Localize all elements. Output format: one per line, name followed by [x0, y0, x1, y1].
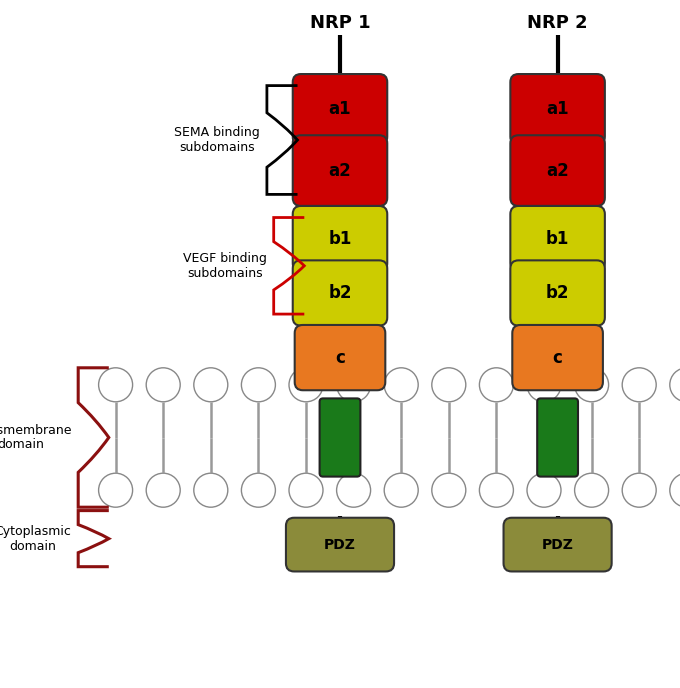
Circle shape	[622, 473, 656, 507]
Circle shape	[670, 368, 680, 402]
FancyBboxPatch shape	[294, 325, 386, 390]
Text: b1: b1	[328, 230, 352, 248]
Circle shape	[194, 368, 228, 402]
Circle shape	[289, 368, 323, 402]
Circle shape	[432, 473, 466, 507]
FancyBboxPatch shape	[292, 136, 388, 206]
Circle shape	[384, 473, 418, 507]
Text: SEMA binding
subdomains: SEMA binding subdomains	[174, 126, 260, 154]
Circle shape	[241, 473, 275, 507]
Circle shape	[146, 368, 180, 402]
Circle shape	[194, 473, 228, 507]
Text: Transmembrane
domain: Transmembrane domain	[0, 424, 71, 451]
Text: Cytoplasmic
domain: Cytoplasmic domain	[0, 525, 71, 552]
Circle shape	[527, 368, 561, 402]
Text: NRP 1: NRP 1	[309, 14, 371, 32]
Circle shape	[337, 473, 371, 507]
Circle shape	[241, 368, 275, 402]
Circle shape	[289, 473, 323, 507]
Text: b1: b1	[546, 230, 569, 248]
FancyBboxPatch shape	[512, 325, 603, 390]
FancyBboxPatch shape	[510, 206, 605, 271]
FancyBboxPatch shape	[292, 206, 388, 271]
Circle shape	[575, 473, 609, 507]
FancyBboxPatch shape	[503, 518, 612, 572]
Text: PDZ: PDZ	[542, 537, 573, 552]
Circle shape	[432, 368, 466, 402]
Circle shape	[479, 368, 513, 402]
Text: a1: a1	[328, 100, 352, 118]
FancyBboxPatch shape	[537, 398, 578, 477]
FancyBboxPatch shape	[292, 260, 388, 325]
Circle shape	[337, 368, 371, 402]
FancyBboxPatch shape	[292, 74, 388, 144]
Circle shape	[670, 473, 680, 507]
Text: VEGF binding
subdomains: VEGF binding subdomains	[183, 252, 267, 280]
Text: NRP 2: NRP 2	[527, 14, 588, 32]
FancyBboxPatch shape	[320, 398, 360, 477]
Text: b2: b2	[546, 284, 569, 302]
Text: PDZ: PDZ	[324, 537, 356, 552]
Text: a2: a2	[546, 162, 569, 180]
FancyBboxPatch shape	[510, 136, 605, 206]
FancyBboxPatch shape	[510, 74, 605, 144]
Circle shape	[146, 473, 180, 507]
Circle shape	[575, 368, 609, 402]
Text: c: c	[553, 349, 562, 367]
Circle shape	[622, 368, 656, 402]
FancyBboxPatch shape	[510, 260, 605, 325]
Circle shape	[99, 368, 133, 402]
Circle shape	[479, 473, 513, 507]
Circle shape	[99, 473, 133, 507]
FancyBboxPatch shape	[286, 518, 394, 572]
Text: a1: a1	[546, 100, 569, 118]
Text: b2: b2	[328, 284, 352, 302]
Text: c: c	[335, 349, 345, 367]
Circle shape	[527, 473, 561, 507]
Text: a2: a2	[328, 162, 352, 180]
Circle shape	[384, 368, 418, 402]
